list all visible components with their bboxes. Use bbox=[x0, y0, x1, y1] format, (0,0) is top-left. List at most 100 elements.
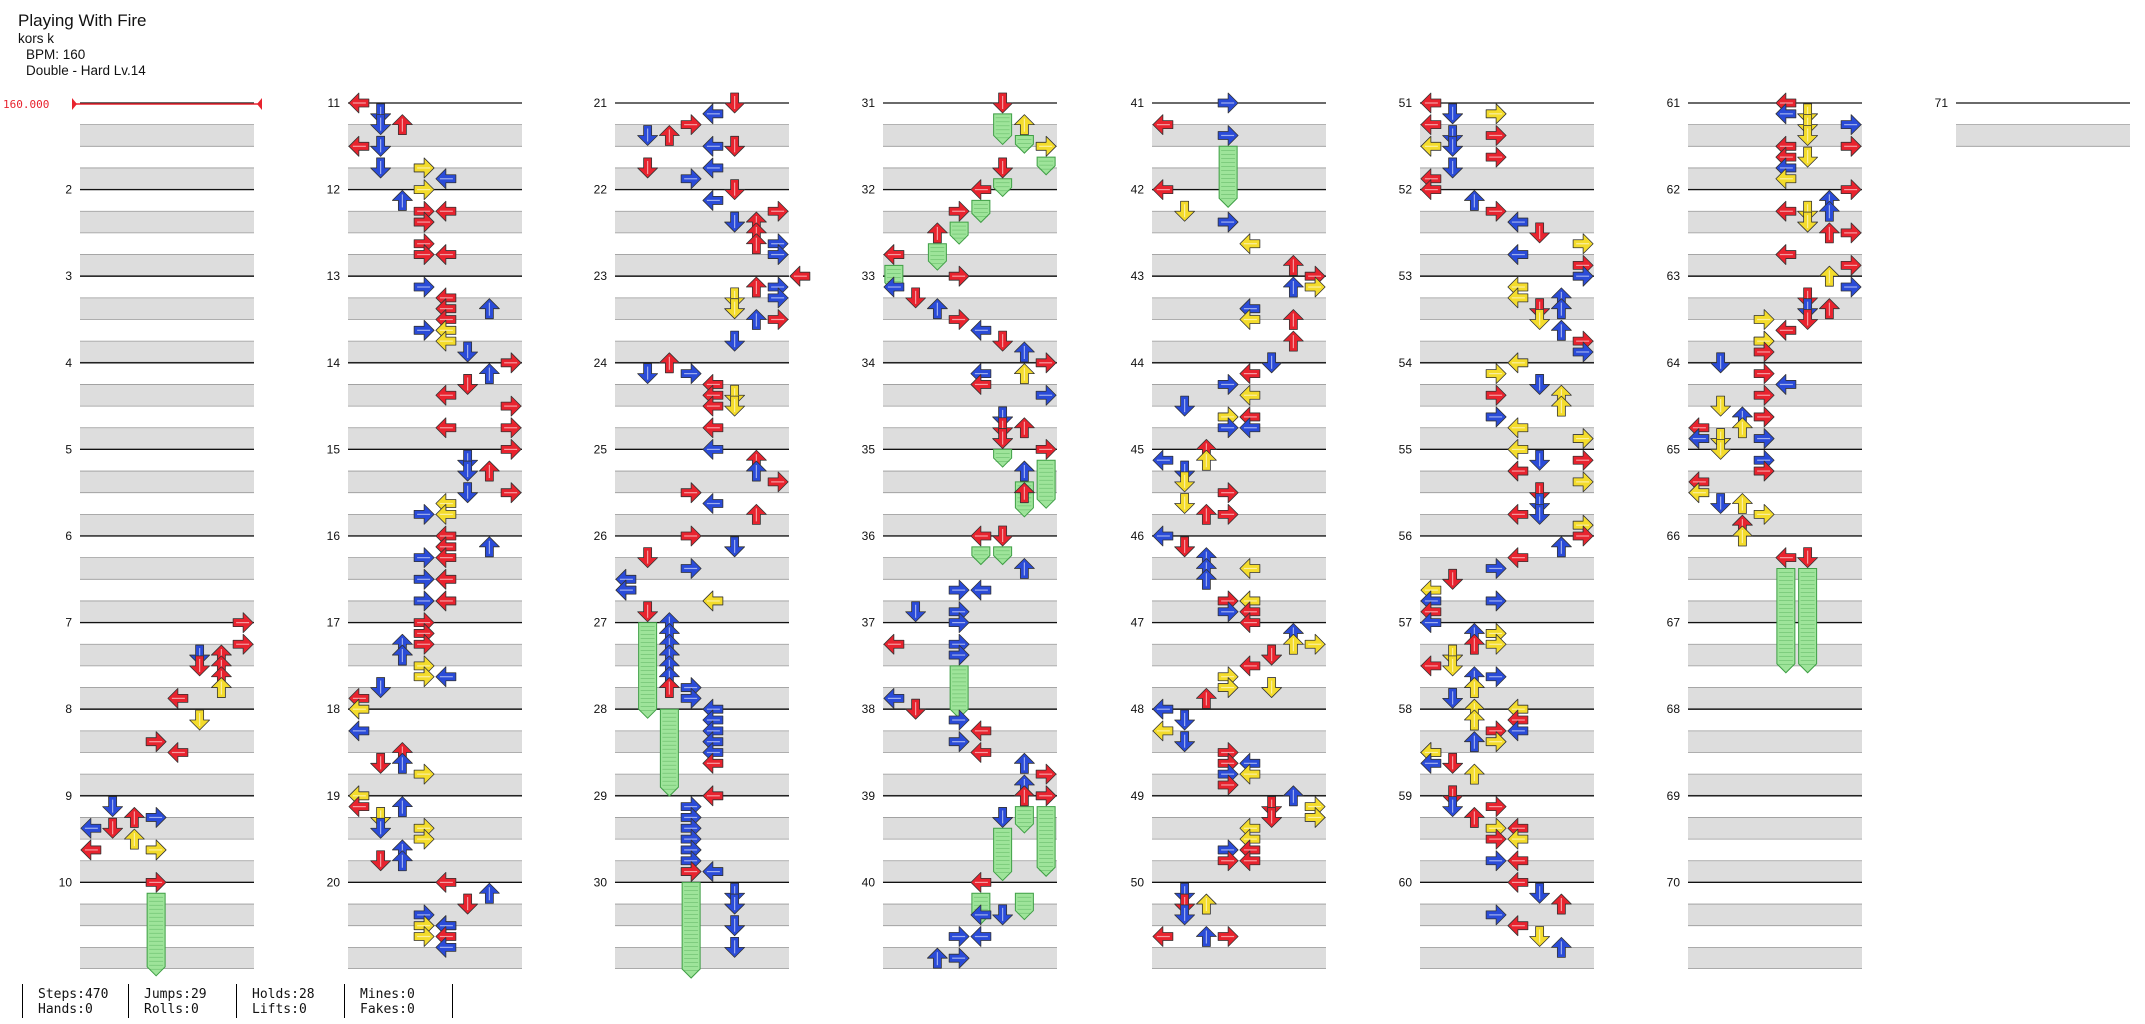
beat-band bbox=[1420, 774, 1594, 796]
left-arrow-note bbox=[1775, 244, 1797, 265]
song-bpm: BPM: 160 bbox=[26, 47, 86, 62]
down-arrow-note bbox=[992, 525, 1014, 547]
right-arrow-note bbox=[500, 352, 522, 374]
measure-number: 25 bbox=[594, 442, 608, 456]
right-arrow-note bbox=[1572, 233, 1594, 255]
beat-band bbox=[80, 730, 254, 753]
measure-55: 55 bbox=[1399, 442, 1594, 536]
left-arrow-note bbox=[1239, 850, 1261, 872]
measure-number: 65 bbox=[1667, 442, 1681, 456]
down-arrow-note bbox=[1442, 687, 1464, 709]
down-arrow-note bbox=[724, 211, 746, 233]
left-arrow-note bbox=[348, 796, 370, 818]
beat-band bbox=[1152, 687, 1326, 710]
beat-band bbox=[1152, 514, 1326, 536]
left-arrow-note bbox=[348, 720, 370, 742]
beat-band bbox=[883, 167, 1057, 190]
beat-band bbox=[1688, 124, 1862, 147]
measure-35: 35 bbox=[862, 442, 1057, 536]
down-arrow-note bbox=[370, 752, 392, 774]
down-arrow-note bbox=[724, 536, 746, 558]
left-arrow-note bbox=[970, 374, 992, 395]
beat-band bbox=[1420, 124, 1594, 147]
down-arrow-note bbox=[724, 298, 746, 320]
beat-band bbox=[1152, 774, 1326, 796]
up-arrow-note bbox=[391, 796, 413, 818]
right-arrow-note bbox=[1035, 352, 1057, 374]
up-arrow-note bbox=[478, 536, 500, 558]
beat-band bbox=[80, 254, 254, 277]
right-arrow-note bbox=[680, 687, 702, 709]
measure-62: 62 bbox=[1667, 183, 1862, 277]
bpm-end-marker bbox=[257, 98, 262, 110]
beat-band bbox=[883, 817, 1057, 840]
left-arrow-note bbox=[1239, 309, 1261, 330]
down-arrow-note bbox=[1529, 222, 1551, 244]
measure-number: 52 bbox=[1399, 183, 1413, 197]
beat-band bbox=[348, 471, 522, 493]
left-arrow-note bbox=[702, 190, 724, 211]
left-arrow-note bbox=[1239, 384, 1261, 406]
beat-band bbox=[80, 471, 254, 493]
measure-29: 29 bbox=[594, 789, 789, 883]
right-arrow-note bbox=[1485, 558, 1507, 579]
beat-band bbox=[348, 254, 522, 277]
left-arrow-note bbox=[80, 817, 102, 839]
beat-band bbox=[1688, 860, 1862, 883]
measure-number: 67 bbox=[1667, 616, 1681, 630]
right-arrow-note bbox=[413, 276, 435, 298]
down-arrow-note bbox=[1797, 547, 1819, 569]
left-arrow-note bbox=[1420, 114, 1442, 136]
beat-band bbox=[615, 687, 789, 710]
left-arrow-note bbox=[80, 839, 102, 861]
down-arrow-note bbox=[724, 135, 746, 157]
right-arrow-note bbox=[1485, 590, 1507, 612]
right-arrow-note bbox=[1217, 482, 1239, 504]
down-arrow-note bbox=[1174, 904, 1196, 926]
left-arrow-note bbox=[435, 200, 457, 222]
beat-band bbox=[1152, 947, 1326, 969]
beat-band bbox=[883, 904, 1057, 926]
right-arrow-note bbox=[767, 309, 789, 330]
up-arrow-note bbox=[1282, 785, 1304, 807]
down-arrow-note bbox=[992, 904, 1014, 926]
left-arrow-note bbox=[970, 319, 992, 341]
right-arrow-note bbox=[1217, 417, 1239, 439]
right-arrow-note bbox=[500, 482, 522, 504]
right-arrow-note bbox=[1217, 774, 1239, 796]
left-arrow-note bbox=[970, 720, 992, 742]
up-arrow-note bbox=[1013, 417, 1035, 439]
hold-note bbox=[949, 665, 969, 719]
right-arrow-note bbox=[1840, 135, 1862, 157]
up-arrow-note bbox=[745, 309, 767, 330]
beat-band bbox=[883, 774, 1057, 796]
right-arrow-note bbox=[1572, 428, 1594, 449]
down-arrow-note bbox=[905, 698, 927, 720]
up-arrow-note bbox=[1731, 417, 1753, 439]
right-arrow-note bbox=[1840, 276, 1862, 298]
beat-band bbox=[348, 297, 522, 320]
measure-33: 33 bbox=[862, 269, 1057, 363]
left-arrow-note bbox=[970, 579, 992, 601]
left-arrow-note bbox=[1507, 211, 1529, 233]
measure-number: 29 bbox=[594, 789, 608, 803]
right-arrow-note bbox=[413, 319, 435, 341]
down-arrow-note bbox=[637, 601, 659, 623]
measure-number: 2 bbox=[65, 183, 72, 197]
up-arrow-note bbox=[1013, 752, 1035, 774]
measure-30: 30 bbox=[594, 875, 789, 969]
right-arrow-note bbox=[1753, 460, 1775, 482]
beat-band bbox=[348, 947, 522, 969]
up-arrow-note bbox=[1463, 807, 1485, 828]
up-arrow-note bbox=[1195, 893, 1217, 915]
right-arrow-note bbox=[1217, 601, 1239, 623]
down-arrow-note bbox=[189, 709, 211, 731]
measure-40: 40 bbox=[862, 875, 1057, 969]
right-arrow-note bbox=[413, 590, 435, 612]
measure-64: 64 bbox=[1667, 356, 1862, 450]
beat-band bbox=[1420, 341, 1594, 363]
down-arrow-note bbox=[1529, 882, 1551, 904]
measure-21: 21 bbox=[594, 96, 789, 190]
down-arrow-note bbox=[1529, 503, 1551, 525]
left-arrow-note bbox=[1775, 200, 1797, 222]
